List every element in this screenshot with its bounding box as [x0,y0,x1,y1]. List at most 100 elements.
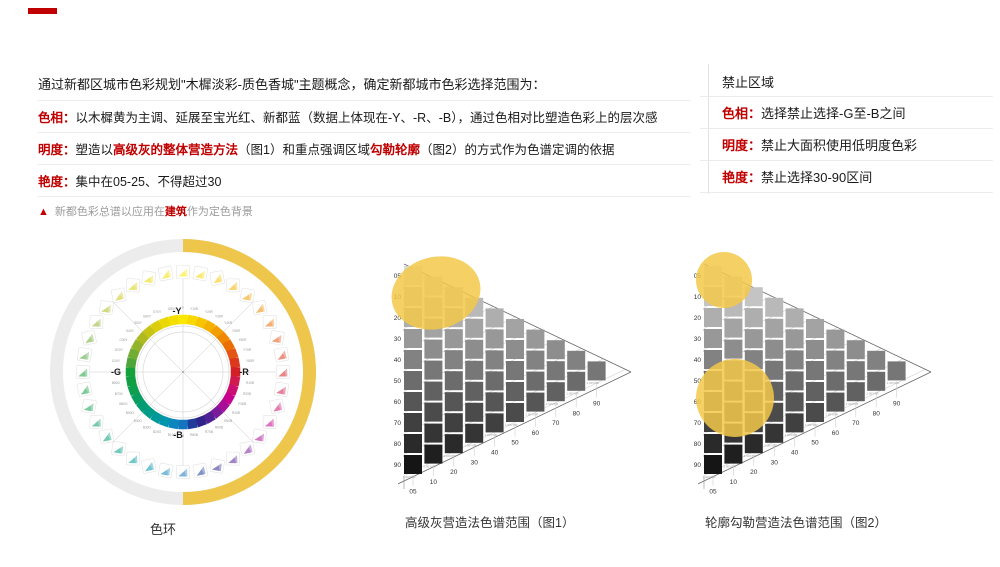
color-fan-icon [276,365,290,379]
value-chroma-cell [765,297,784,317]
text-segment: （图2）的方式作为色谱定调的依据 [420,143,615,157]
hue-code-label: R60B [215,425,223,429]
color-fan-icon [251,300,268,316]
text-segment: 禁止大面积使用低明度色彩 [761,138,918,153]
hue-code-label: R80B [190,433,198,437]
value-chroma-cell [485,308,504,328]
center-dot [182,371,184,373]
color-fan-icon [98,300,114,316]
hue-code-label: Y [182,306,185,310]
value-chroma-cell [485,329,504,349]
hue-square [125,357,137,369]
hue-code-label: G30Y [119,338,128,342]
color-fan-icon [176,265,190,279]
value-chroma-cell [567,371,586,391]
cell-code-label: 1.00Y/0R [566,392,579,396]
spec-row-hue: 色相： 以木樨黄为主调、延展至宝光红、新都蓝（数据上体现在-Y、-R、-B），通过… [38,101,690,133]
text-segment: 选择禁止选择-G至-B之间 [761,106,906,121]
value-chroma-cell [744,434,763,454]
value-chroma-cell [806,403,824,422]
value-chroma-cell [404,434,422,453]
hue-square [194,415,208,428]
hue-code-label: R50B [224,419,232,423]
cell-code-label: 1.00Y/0R [485,433,498,437]
cell-code-label: 1.00Y/0R [546,402,559,406]
value-chroma-cell [765,360,784,380]
chroma-tick-label: 60 [532,430,540,437]
hue-code-label: Y10R [190,307,199,311]
wheel-axis-label: -B [173,430,183,440]
color-fan-icon [76,347,93,363]
color-fan-icon [192,462,209,479]
chroma-tick-label: 30 [471,459,479,466]
value-chroma-cell [465,402,484,422]
hue-code-label: Y30R [215,315,224,319]
fig1-gray-spectrum-chart: 1.00Y/0R 1.00Y/0R 1.00Y/0R 1.00Y/0R 1.00Y/0R… [391,256,632,496]
hue-code-label: B80G [112,381,121,385]
chroma-tick-label: 50 [511,440,519,447]
chroma-tick-label: 90 [893,401,901,408]
text-segment: 明度： [722,138,762,153]
chroma-tick-label: 10 [430,479,438,486]
top-left-accent-dash [28,8,57,14]
value-chroma-cell [424,381,443,401]
value-tick-label: 40 [694,357,702,364]
hue-code-label: R [247,370,250,374]
chroma-tick-label: 70 [552,420,560,427]
value-chroma-cell [546,340,565,360]
inner-circle [142,331,224,413]
color-fan-icon [110,287,127,304]
text-segment: 通过新都区城市色彩规划"木樨淡彩-质色香城"主题概念，确定新都城市色彩选择范围为… [38,76,546,92]
hue-code-label: B60G [119,402,128,406]
value-chroma-cell [826,329,845,349]
color-fan-icon [239,440,255,457]
cell-code-label: 1.00Y/0R [744,454,757,458]
color-fan-icon [111,440,127,457]
color-fan-icon [226,278,240,293]
hue-code-label: Y70R [243,348,252,352]
forbidden-row-1: 明度： 禁止大面积使用低明度色彩 [700,129,993,161]
value-chroma-cell [587,361,606,381]
hue-code-label: R40B [232,411,240,415]
hue-code-label: B70G [115,392,124,396]
value-chroma-cell [806,319,824,338]
value-chroma-cell [465,423,484,443]
text-segment: 艳度： [38,175,76,189]
hue-square [131,391,145,405]
value-chroma-cell [826,371,845,391]
hue-code-label: Y40R [224,321,233,325]
color-fan-icon [262,315,277,329]
value-chroma-cell [465,318,484,338]
fig1-caption: 高级灰营造法色谱范围（图1） [405,516,575,530]
value-chroma-cell [404,371,422,390]
cell-code-label: 1.00Y/0R [587,381,600,385]
value-chroma-cell [724,444,743,464]
value-chroma-cell [465,360,484,380]
wheel-axis-label: -Y [173,306,182,316]
hue-square [125,367,136,377]
text-segment: 高级灰的整体营造方法 [113,143,239,157]
chroma-axis-line [697,371,932,485]
value-chroma-cell [785,308,804,328]
color-fan-icon [262,415,277,429]
hue-square [226,383,239,397]
text-segment: 明度： [38,143,76,157]
value-chroma-cell [444,392,463,412]
value-chroma-cell [485,413,504,433]
value-chroma-cell [785,350,804,370]
value-chroma-cell [765,423,784,443]
value-tick-label: 80 [694,441,702,448]
color-fan-icon [89,415,104,429]
forbidden-row-0: 色相： 选择禁止选择-G至-B之间 [700,97,993,129]
value-tick-label: 60 [394,399,402,406]
wheel-caption: 色环 [149,522,176,537]
chroma-tick-label: 20 [750,469,758,476]
hue-square [194,316,208,329]
cell-code-label: 1.00Y/0R [805,423,818,427]
value-chroma-cell [506,340,524,359]
hue-square [150,320,164,334]
color-fan-icon [192,265,209,282]
value-chroma-cell [506,319,524,338]
hue-code-label: B30G [143,425,152,429]
